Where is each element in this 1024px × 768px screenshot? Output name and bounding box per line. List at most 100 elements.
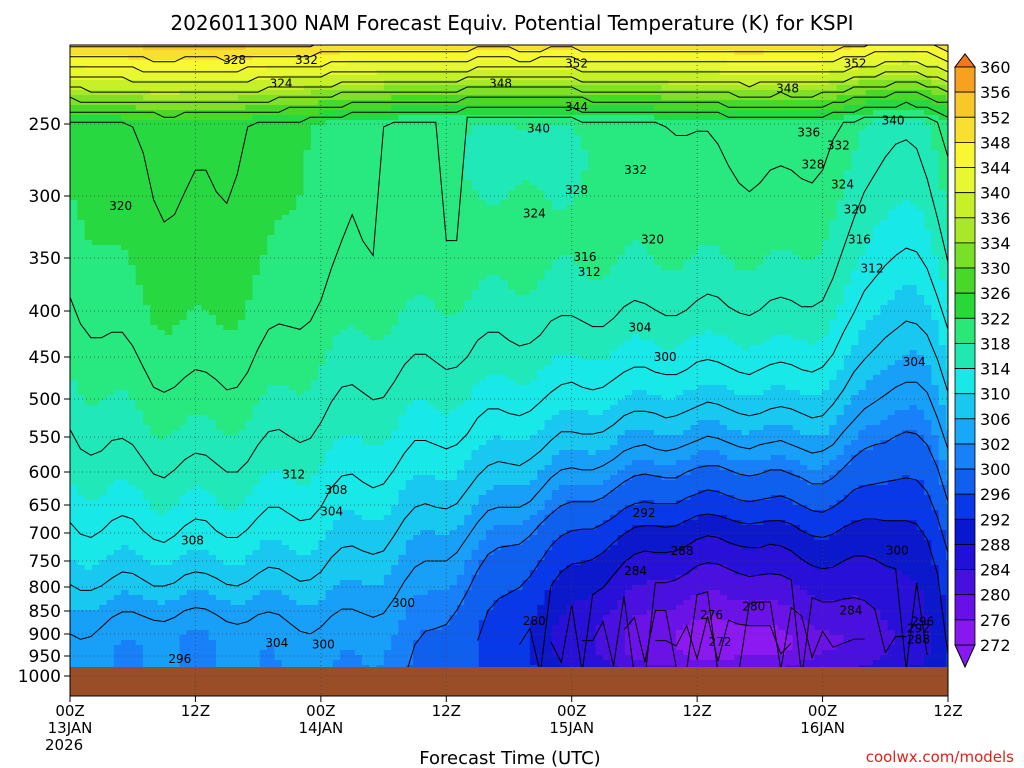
field-cell [135,295,144,301]
field-cell [274,130,283,136]
field-cell [332,45,341,51]
field-cell [245,325,254,331]
field-cell [121,250,129,256]
field-cell [289,650,297,656]
field-cell [310,410,319,416]
field-cell [303,510,312,516]
field-cell [347,555,356,561]
field-cell [274,490,283,496]
field-cell [186,80,195,86]
field-cell [201,405,210,411]
field-cell [143,525,151,531]
field-cell [113,505,122,511]
field-cell [267,310,275,316]
field-cell [303,85,312,91]
field-cell [143,325,151,331]
field-cell [91,460,100,466]
field-cell [150,315,159,321]
field-cell [179,625,188,631]
field-cell [325,170,334,176]
field-cell [99,65,108,71]
field-cell [237,80,246,86]
field-cell [172,535,181,541]
field-cell [164,395,173,401]
field-cell [281,465,290,471]
field-cell [318,275,327,281]
field-cell [99,465,108,471]
field-cell [237,495,246,501]
field-cell [128,655,137,661]
field-cell [128,455,137,461]
field-cell [194,265,202,271]
field-cell [70,260,78,266]
field-cell [84,295,93,301]
field-cell [267,475,275,481]
field-cell [77,400,86,406]
field-cell [128,290,137,296]
field-cell [91,485,100,491]
field-cell [179,65,188,71]
field-cell [245,260,254,266]
field-cell [310,275,319,281]
field-cell [172,255,181,261]
field-cell [274,160,283,166]
field-cell [237,100,246,106]
field-cell [325,255,334,261]
field-cell [325,245,334,251]
field-cell [99,80,108,86]
field-cell [230,315,239,321]
field-cell [150,510,159,516]
field-cell [77,460,86,466]
field-cell [106,295,115,301]
field-cell [274,350,283,356]
field-cell [70,175,78,181]
field-cell [208,330,217,336]
field-cell [340,660,348,666]
field-cell [84,50,93,56]
field-cell [267,260,275,266]
field-cell [106,635,115,641]
field-cell [354,115,363,121]
field-cell [252,430,261,436]
field-cell [237,515,246,521]
field-cell [84,510,93,516]
field-cell [91,655,100,661]
field-cell [230,150,239,156]
field-cell [143,235,151,241]
field-cell [91,85,100,91]
field-cell [340,475,348,481]
field-cell [325,605,334,611]
field-cell [208,505,217,511]
field-cell [128,70,137,76]
field-cell [201,605,210,611]
field-cell [106,605,115,611]
field-cell [143,200,151,206]
field-cell [325,380,334,386]
field-cell [91,235,100,241]
field-cell [252,660,261,666]
field-cell [186,340,195,346]
field-cell [143,630,151,636]
field-cell [150,410,159,416]
field-cell [70,315,78,321]
field-cell [230,75,239,81]
field-cell [289,565,297,571]
field-cell [325,300,334,306]
field-cell [289,100,297,106]
field-cell [259,370,268,376]
field-cell [113,185,122,191]
field-cell [106,325,115,331]
field-cell [121,315,129,321]
field-cell [289,625,297,631]
field-cell [252,205,261,211]
field-cell [296,410,305,416]
field-cell [91,170,100,176]
field-cell [354,135,363,141]
field-cell [230,495,239,501]
field-cell [91,605,100,611]
field-cell [70,555,78,561]
field-cell [91,225,100,231]
field-cell [150,625,159,631]
field-cell [150,330,159,336]
field-cell [216,470,224,476]
